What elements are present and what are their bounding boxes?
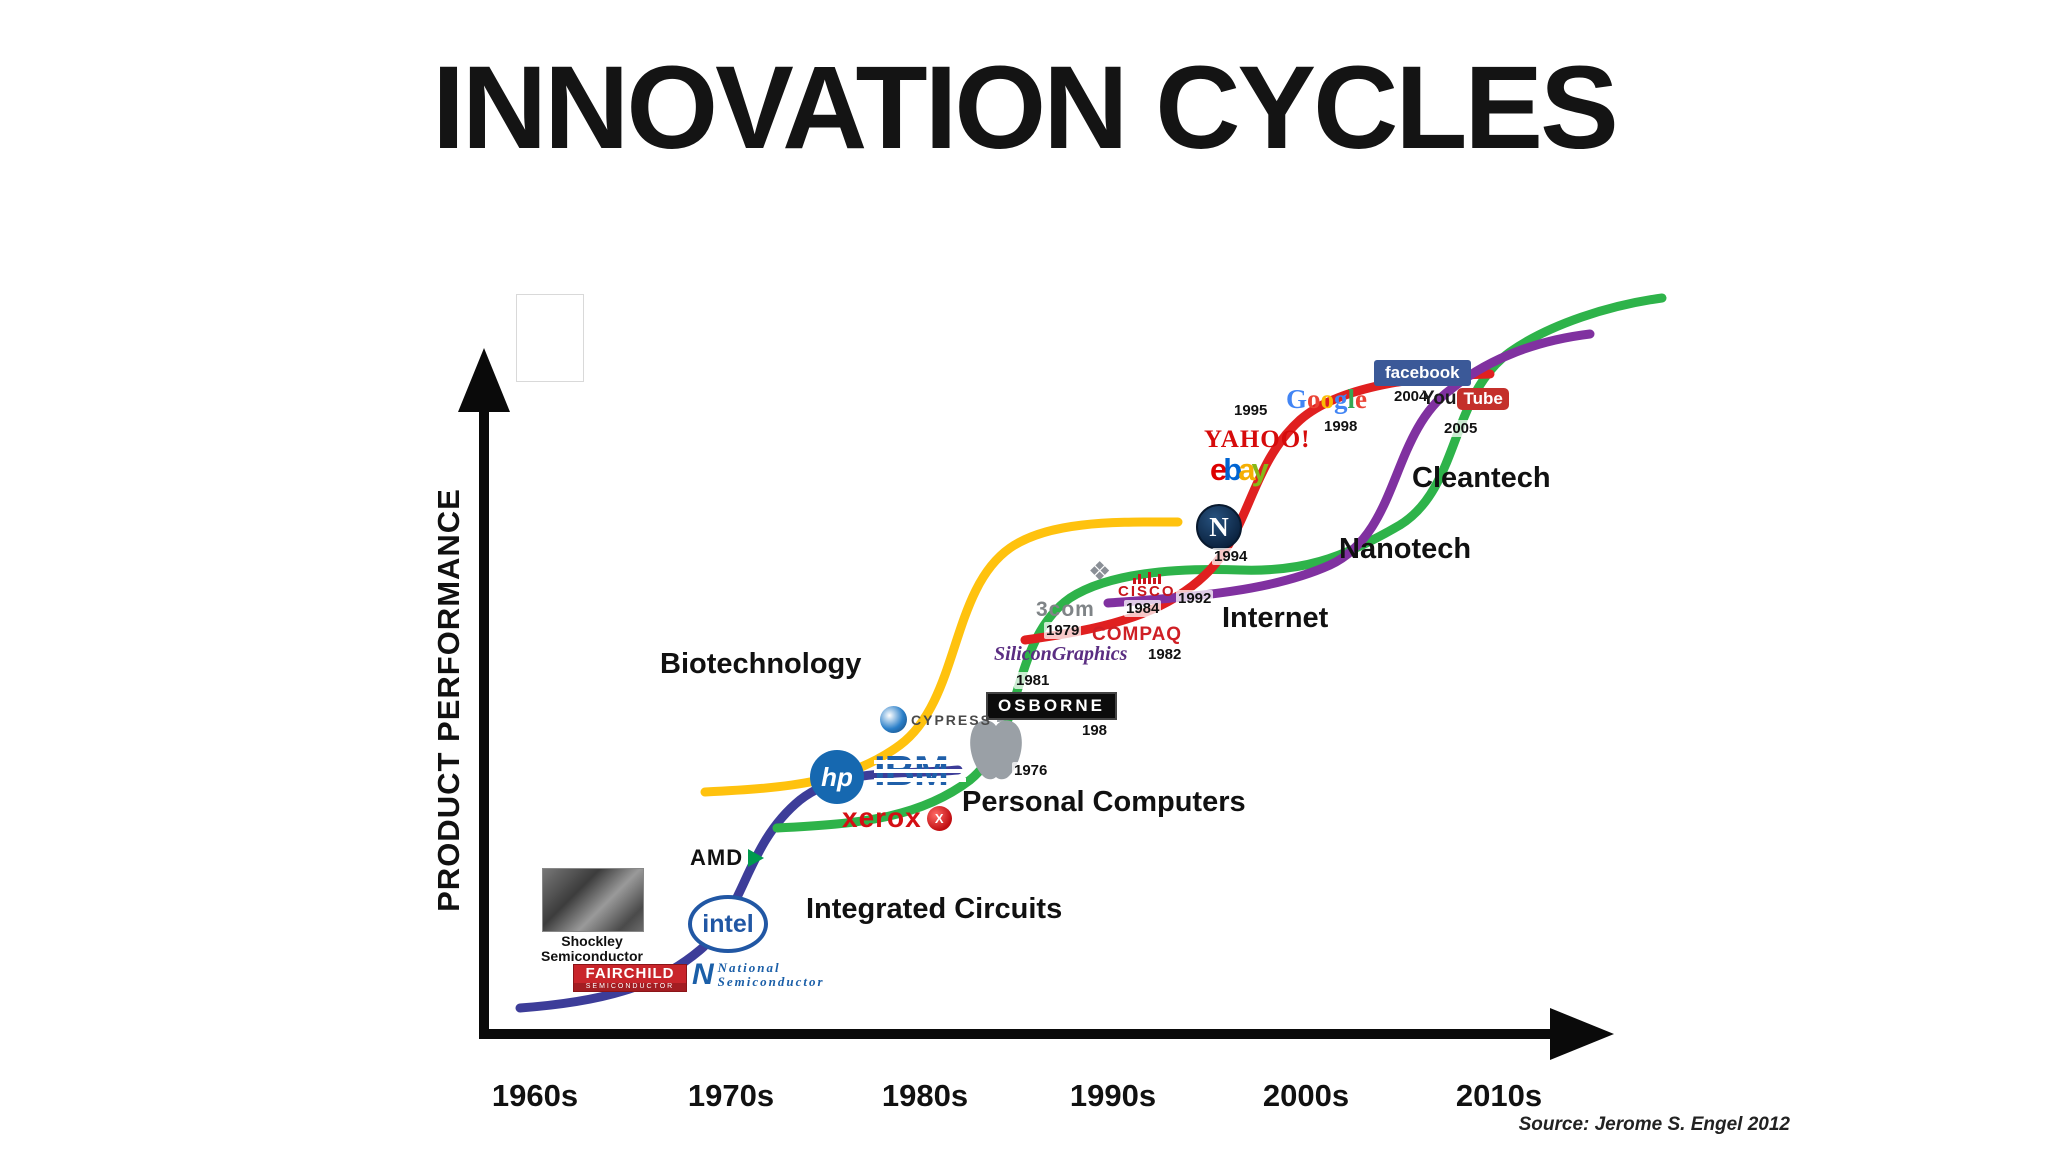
compaq-year: 1982 <box>1146 646 1184 663</box>
cypress-globe-icon <box>880 706 907 733</box>
cisco-text: CISCO <box>1118 583 1176 600</box>
google-letter: e <box>1355 384 1368 414</box>
x-tick-1960s: 1960s <box>491 1078 579 1113</box>
threecom-text: 3com <box>1036 598 1095 621</box>
y-axis-label: PRODUCT PERFORMANCE <box>431 488 466 912</box>
xerox-text: xerox <box>842 802 922 833</box>
artifact-box <box>516 294 584 382</box>
hp-logo: hp <box>810 750 864 804</box>
osborne-year: 198 <box>1080 722 1110 739</box>
shockley-caption-line1: Shockley <box>561 933 623 949</box>
google-letter: o <box>1320 384 1335 414</box>
xerox-logo: xerox X <box>842 802 952 834</box>
ebay-letter: e <box>1210 452 1227 487</box>
source-credit: Source: Jerome S. Engel 2012 <box>1518 1114 1790 1135</box>
curve-nanotech <box>1103 329 1595 608</box>
label-biotechnology: Biotechnology <box>660 648 862 680</box>
national-line1: National <box>717 960 781 975</box>
cisco-bridge-icon <box>1118 572 1176 584</box>
osborne-text: OSBORNE <box>998 696 1105 715</box>
threecom-year: 1979 <box>1044 622 1082 639</box>
label-nanotech: Nanotech <box>1339 533 1472 565</box>
youtube-text-you: You <box>1422 388 1457 409</box>
google-year: 1998 <box>1322 418 1360 435</box>
intel-logo: intel <box>688 895 768 953</box>
facebook-year: 2004 <box>1392 388 1430 405</box>
youtube-logo: You Tube <box>1422 388 1509 410</box>
sun-logo-icon: ❖ <box>1088 556 1111 587</box>
cisco-year: 1984 <box>1124 600 1162 617</box>
national-semiconductor-text: National Semiconductor <box>718 961 825 989</box>
intel-text: intel <box>702 909 754 938</box>
x-tick-1980s: 1980s <box>881 1078 969 1113</box>
sun-glyph: ❖ <box>1088 556 1112 586</box>
google-letter: l <box>1347 384 1356 414</box>
y-axis-arrowhead <box>458 348 510 412</box>
youtube-year: 2005 <box>1442 420 1480 437</box>
x-axis-arrowhead <box>1550 1008 1614 1060</box>
ebay-letter: a <box>1238 452 1255 487</box>
google-letter: g <box>1334 384 1348 414</box>
x-tick-1970s: 1970s <box>687 1078 775 1113</box>
shockley-caption: Shockley Semiconductor <box>512 934 672 964</box>
netscape-n: N <box>1209 511 1229 542</box>
shockley-caption-line2: Semiconductor <box>541 948 643 964</box>
amd-logo: AMD <box>690 845 765 871</box>
hp-text: hp <box>821 761 853 792</box>
ebay-logo: ebay <box>1210 452 1269 488</box>
cisco-logo: CISCO <box>1118 572 1176 600</box>
yahoo-year: 1995 <box>1232 402 1270 419</box>
fairchild-logo: FAIRCHILD SEMICONDUCTOR <box>573 964 687 992</box>
yahoo-text: YAHOO! <box>1204 426 1311 453</box>
google-letter: G <box>1286 384 1308 414</box>
osborne-logo: OSBORNE <box>986 692 1117 720</box>
apple-year: 1976 <box>1012 762 1050 779</box>
x-tick-2010s: 2010s <box>1455 1078 1543 1113</box>
silicon-graphics-year: 1981 <box>1014 672 1052 689</box>
silicon-graphics-text: SiliconGraphics <box>994 643 1128 665</box>
amd-text: AMD <box>690 845 744 870</box>
threecom-logo: 3com <box>1036 598 1095 622</box>
shockley-photo <box>542 868 644 932</box>
national-semiconductor-logo: N National Semiconductor <box>692 958 825 992</box>
slide-title: INNOVATION CYCLES <box>432 42 1619 174</box>
cypress-text: CYPRESS <box>911 711 992 728</box>
google-logo: Google <box>1286 384 1367 415</box>
youtube-text-tube: Tube <box>1457 388 1509 410</box>
label-internet: Internet <box>1222 602 1329 634</box>
netscape-logo: N <box>1196 504 1242 550</box>
ebay-letter: y <box>1251 452 1268 487</box>
fairchild-name: FAIRCHILD <box>585 965 675 982</box>
national-semiconductor-n-icon: N <box>692 958 714 991</box>
compaq-logo: COMPAQ <box>1092 624 1182 646</box>
silicon-graphics-logo: SiliconGraphics <box>994 643 1127 666</box>
ibm-logo: IBM <box>874 748 966 794</box>
ibm-stripe-icon <box>874 778 966 782</box>
ibm-stripe-icon <box>874 760 966 764</box>
ibm-stripe-icon <box>874 769 966 773</box>
facebook-logo: facebook <box>1374 360 1471 386</box>
year-1992: 1992 <box>1176 590 1214 607</box>
national-line2: Semiconductor <box>717 974 825 989</box>
yahoo-logo: YAHOO! <box>1204 426 1310 454</box>
x-tick-2000s: 2000s <box>1262 1078 1350 1113</box>
label-personal-computers: Personal Computers <box>962 786 1246 818</box>
fairchild-sub: SEMICONDUCTOR <box>574 983 686 991</box>
google-letter: o <box>1307 384 1321 414</box>
amd-arrow-icon <box>748 849 765 867</box>
ebay-letter: b <box>1223 452 1242 487</box>
netscape-year: 1994 <box>1212 548 1250 565</box>
xerox-ball-icon: X <box>926 805 952 831</box>
facebook-text: facebook <box>1385 363 1460 382</box>
compaq-text: COMPAQ <box>1092 624 1183 645</box>
x-tick-1990s: 1990s <box>1069 1078 1157 1113</box>
label-cleantech: Cleantech <box>1412 462 1551 494</box>
label-integrated-circuits: Integrated Circuits <box>806 893 1063 925</box>
cypress-logo: CYPRESS <box>880 706 992 733</box>
